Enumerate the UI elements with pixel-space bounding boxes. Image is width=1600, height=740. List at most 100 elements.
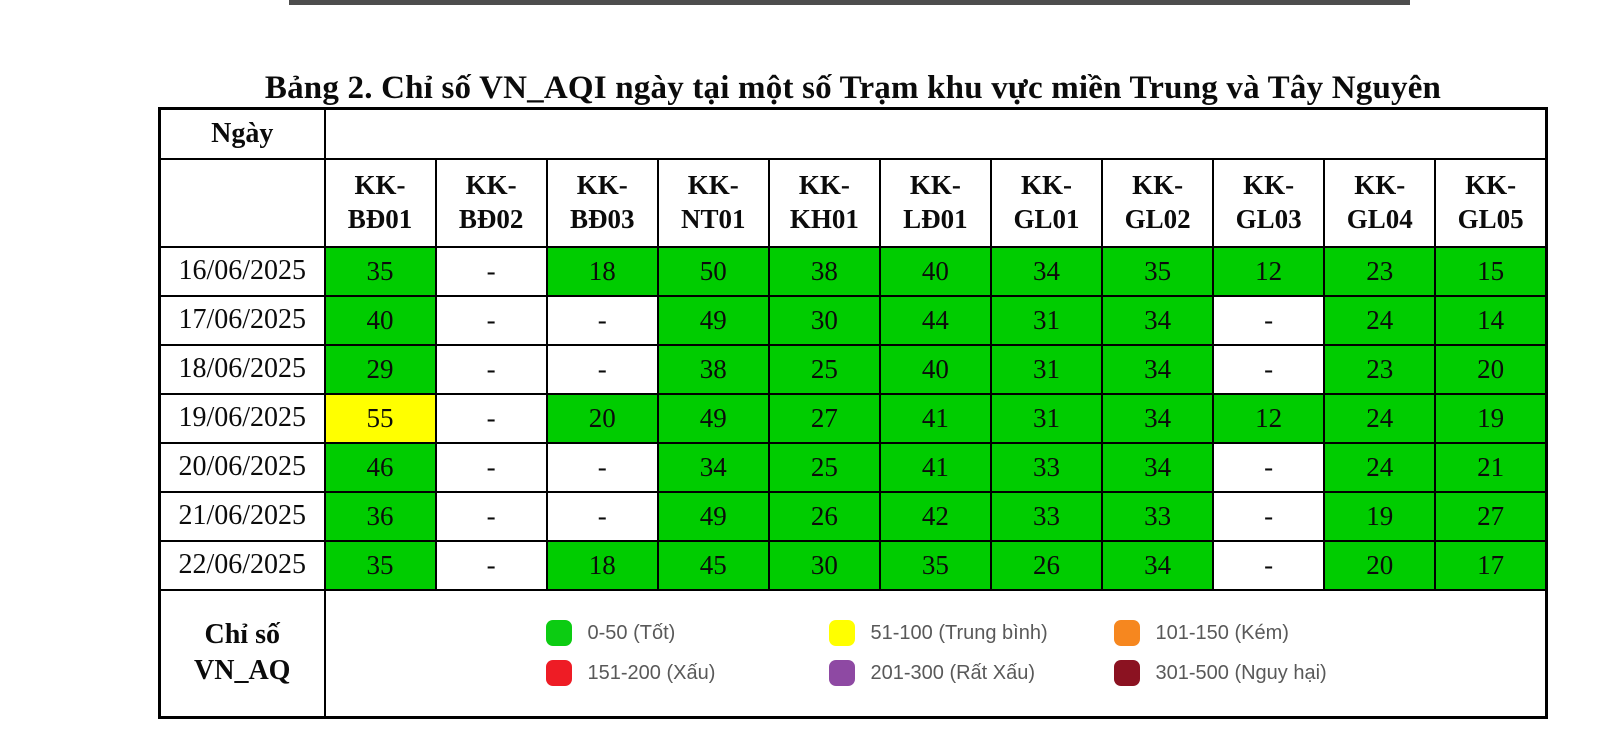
- aqi-value-cell: 29: [323, 343, 437, 395]
- legend-item: 201-300 (Rất Xấu): [828, 660, 1114, 687]
- aqi-value-cell: -: [545, 343, 659, 395]
- aqi-value-cell: 20: [1323, 539, 1437, 591]
- aqi-value-cell: 25: [767, 343, 881, 395]
- station-header-kk-gl04: KK- GL04: [1323, 157, 1437, 248]
- aqi-value-cell: 12: [1212, 245, 1326, 297]
- aqi-value-cell: 19: [1434, 392, 1548, 444]
- date-cell: 18/06/2025: [158, 343, 326, 395]
- aqi-value-cell: 24: [1323, 392, 1437, 444]
- station-header-row: KK- BĐ01 KK- BĐ02 KK- BĐ03 KK- NT01 KK- KH01 KK- LĐ…: [158, 157, 1548, 248]
- table-title: Bảng 2. Chỉ số VN_AQI ngày tại một số Tr…: [264, 70, 1442, 107]
- aqi-value-cell: -: [1212, 441, 1326, 493]
- aqi-value-cell: 27: [1434, 490, 1548, 542]
- date-cell: 20/06/2025: [158, 441, 326, 493]
- aqi-value-cell: 38: [767, 245, 881, 297]
- aqi-value-cell: 35: [323, 539, 437, 591]
- aqi-value-cell: -: [545, 294, 659, 346]
- aqi-value-cell: -: [545, 441, 659, 493]
- legend-color-swatch: [1113, 660, 1140, 687]
- table-row: 18/06/2025 29- -38 25 40 31 34-23 20: [158, 343, 1548, 395]
- station-header-kk-gl01: KK- GL01: [989, 157, 1104, 248]
- header-row-ngay: Ngày: [158, 107, 1548, 160]
- date-cell: 16/06/2025: [158, 245, 326, 297]
- aqi-value-cell: 19: [1323, 490, 1437, 542]
- station-header-kk-bđ02: KK- BĐ02: [434, 157, 548, 248]
- aqi-value-cell: -: [434, 343, 548, 395]
- station-header-kk-gl05: KK- GL05: [1434, 157, 1548, 248]
- legend-color-swatch: [1113, 620, 1140, 647]
- legend-label: 201-300 (Rất Xấu): [870, 661, 1036, 684]
- legend-grid: 0-50 (Tốt) 151-200 (Xấu) 51-100 (Trung bìn…: [545, 616, 1545, 690]
- legend-item: 151-200 (Xấu): [545, 660, 829, 687]
- aqi-value-cell: 15: [1434, 245, 1548, 297]
- aqi-value-cell: 44: [878, 294, 992, 346]
- aqi-table: Ngày KK- BĐ01 KK- BĐ02 KK- BĐ03 KK- NT01 KK- KH01…: [158, 107, 1548, 719]
- legend-row-header-line1: Chỉ số: [204, 618, 280, 650]
- aqi-value-cell: -: [434, 490, 548, 542]
- aqi-value-cell: 35: [878, 539, 992, 591]
- aqi-value-cell: 35: [1101, 245, 1215, 297]
- station-header-kk-bđ01: KK- BĐ01: [323, 157, 437, 248]
- aqi-value-cell: 34: [1101, 392, 1215, 444]
- aqi-value-cell: 45: [656, 539, 770, 591]
- aqi-value-cell: 34: [1101, 294, 1215, 346]
- table-row: 20/06/2025 46- -34 25 41 33 34-24 21: [158, 441, 1548, 493]
- station-header-kk-bđ03: KK- BĐ03: [545, 157, 659, 248]
- aqi-value-cell: -: [434, 392, 548, 444]
- date-cell: 17/06/2025: [158, 294, 326, 346]
- table-row: 19/06/2025 55-20 49 27 41 31 34 12 24 19: [158, 392, 1548, 444]
- legend-label: 51-100 (Trung bình): [870, 621, 1048, 644]
- aqi-value-cell: -: [545, 490, 659, 542]
- corner-empty-cell: [158, 157, 326, 248]
- station-header-kk-nt01: KK- NT01: [656, 157, 770, 248]
- aqi-value-cell: 20: [1434, 343, 1548, 395]
- aqi-value-cell: 38: [656, 343, 770, 395]
- aqi-value-cell: 23: [1323, 245, 1437, 297]
- aqi-value-cell: 33: [989, 441, 1104, 493]
- aqi-value-cell: 34: [1101, 539, 1215, 591]
- aqi-value-cell: -: [1212, 294, 1326, 346]
- aqi-value-cell: 31: [989, 343, 1104, 395]
- aqi-value-cell: 55: [323, 392, 437, 444]
- aqi-value-cell: 41: [878, 392, 992, 444]
- aqi-value-cell: 30: [767, 539, 881, 591]
- aqi-value-cell: 36: [323, 490, 437, 542]
- aqi-value-cell: -: [434, 245, 548, 297]
- legend-row-header-line2: VN_AQ: [194, 655, 291, 687]
- aqi-value-cell: 31: [989, 294, 1104, 346]
- legend-label: 0-50 (Tốt): [587, 621, 676, 644]
- legend-cell: 0-50 (Tốt) 151-200 (Xấu) 51-100 (Trung bìn…: [323, 588, 1548, 719]
- aqi-value-cell: 34: [989, 245, 1104, 297]
- aqi-value-cell: 18: [545, 539, 659, 591]
- aqi-value-cell: -: [1212, 539, 1326, 591]
- aqi-value-cell: 40: [878, 245, 992, 297]
- station-header-kk-gl03: KK- GL03: [1212, 157, 1326, 248]
- legend-row: Chỉ số VN_AQ 0-50 (Tốt) 151-200 (Xấu) 51-1…: [158, 588, 1548, 719]
- legend-color-swatch: [545, 660, 572, 687]
- aqi-value-cell: 40: [878, 343, 992, 395]
- legend-item: 301-500 (Nguy hại): [1113, 660, 1545, 687]
- aqi-value-cell: -: [434, 294, 548, 346]
- legend-label: 101-150 (Kém): [1155, 621, 1289, 644]
- aqi-value-cell: 50: [656, 245, 770, 297]
- aqi-value-cell: 33: [989, 490, 1104, 542]
- station-header-kk-lđ01: KK- LĐ01: [878, 157, 992, 248]
- aqi-value-cell: -: [434, 539, 548, 591]
- aqi-value-cell: 40: [323, 294, 437, 346]
- table-row: 16/06/2025 35-18 50 38 40 34 35 12 23 15: [158, 245, 1548, 297]
- table-row: 17/06/2025 40- -49 30 44 31 34-24 14: [158, 294, 1548, 346]
- aqi-value-cell: 14: [1434, 294, 1548, 346]
- aqi-value-cell: 20: [545, 392, 659, 444]
- legend-label: 301-500 (Nguy hại): [1155, 661, 1327, 684]
- aqi-value-cell: 49: [656, 490, 770, 542]
- station-header-kk-gl02: KK- GL02: [1101, 157, 1215, 248]
- aqi-value-cell: 46: [323, 441, 437, 493]
- aqi-value-cell: 42: [878, 490, 992, 542]
- aqi-value-cell: 33: [1101, 490, 1215, 542]
- aqi-value-cell: 12: [1212, 392, 1326, 444]
- aqi-value-cell: -: [434, 441, 548, 493]
- aqi-value-cell: 21: [1434, 441, 1548, 493]
- aqi-value-cell: 23: [1323, 343, 1437, 395]
- aqi-value-cell: -: [1212, 343, 1326, 395]
